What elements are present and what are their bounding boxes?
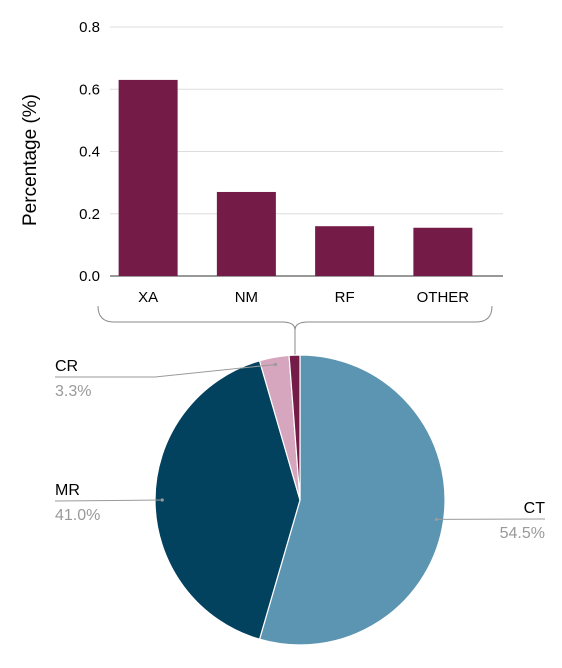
- bar-series: [119, 80, 473, 276]
- pie-leader-dot: [274, 363, 277, 366]
- bar-rf: [315, 226, 374, 276]
- pie-slice-label: CT: [524, 500, 546, 517]
- pie-slices: [155, 355, 445, 645]
- y-axis-label: Percentage (%): [20, 94, 41, 226]
- pie-leader-dot: [161, 498, 164, 501]
- x-tick-label: OTHER: [417, 289, 470, 306]
- bar-x-ticks: XA NM RF OTHER: [138, 289, 469, 306]
- y-tick-label: 0.6: [79, 81, 100, 98]
- pie-slice-percent: 41.0%: [55, 507, 100, 524]
- bar-nm: [217, 192, 276, 276]
- x-tick-label: NM: [235, 289, 258, 306]
- bar-chart: 0.0 0.2 0.4 0.6 0.8 XA NM RF OTHER Percentage (…: [20, 19, 503, 306]
- y-tick-label: 0.4: [79, 144, 100, 161]
- bar-breakdown-bracket: [98, 306, 492, 358]
- y-tick-label: 0.2: [79, 206, 100, 223]
- bar-other: [413, 228, 472, 276]
- x-tick-label: XA: [138, 289, 158, 306]
- y-tick-label: 0.8: [79, 19, 100, 36]
- bar-xa: [119, 80, 178, 276]
- pie-chart: CT 54.5% MR 41.0% CR 3.3%: [55, 355, 545, 645]
- pie-leader-dot: [435, 518, 438, 521]
- y-tick-label: 0.0: [79, 268, 100, 285]
- pie-slice-label: CR: [55, 358, 78, 375]
- pie-slice-percent: 3.3%: [55, 383, 91, 400]
- pie-slice-label: MR: [55, 482, 80, 499]
- bar-y-ticks: 0.0 0.2 0.4 0.6 0.8: [79, 19, 100, 285]
- pie-slice-percent: 54.5%: [500, 525, 545, 542]
- x-tick-label: RF: [335, 289, 355, 306]
- pie-leader-line: [55, 500, 162, 501]
